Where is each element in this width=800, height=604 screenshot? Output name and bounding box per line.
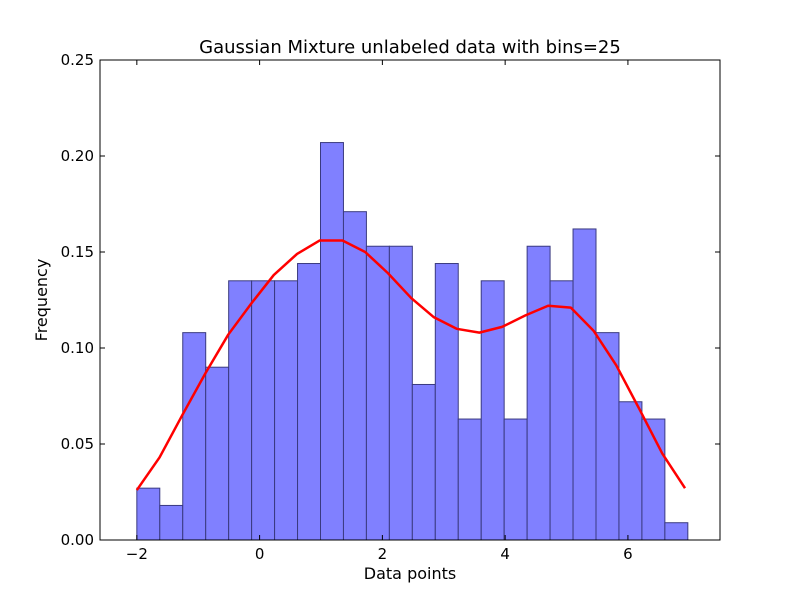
histogram-bar (572, 228, 597, 541)
histogram-bar (434, 263, 459, 541)
histogram-bar (297, 263, 321, 541)
histogram-bar (136, 487, 161, 541)
y-tick-label: 0.10 (61, 339, 94, 357)
histogram-bar (480, 280, 505, 541)
line-layer (135, 239, 687, 491)
x-tick-label: 4 (500, 545, 510, 563)
x-tick-label: 0 (255, 545, 265, 563)
histogram-bar (549, 280, 574, 541)
x-tick-label: 2 (378, 545, 388, 563)
y-tick-label: 0.25 (61, 51, 94, 69)
histogram-bar (457, 418, 482, 541)
chart-title: Gaussian Mixture unlabeled data with bin… (199, 37, 621, 58)
ticks-layer: −2 0 2 4 6 0.00 0.05 0.10 0.15 0.20 0.25 (61, 51, 720, 563)
histogram-bar (205, 366, 230, 541)
histogram-bar (251, 280, 276, 541)
x-tick-label: 6 (623, 545, 633, 563)
x-axis-label: Data points (364, 564, 456, 583)
y-tick-label: 0.05 (61, 435, 94, 453)
histogram-bar (182, 332, 207, 541)
y-axis-label: Frequency (32, 259, 51, 342)
bars-layer (136, 142, 689, 541)
histogram-bar (388, 245, 413, 541)
histogram-bar (618, 401, 643, 541)
plot-frame (99, 59, 721, 541)
y-tick-label: 0.15 (61, 243, 94, 261)
histogram-bar (664, 522, 689, 541)
x-tick-label: −2 (126, 545, 148, 563)
histogram-bar (319, 142, 344, 541)
histogram-bar (411, 383, 436, 541)
y-tick-label: 0.00 (61, 531, 94, 549)
histogram-bar (274, 280, 299, 541)
histogram-bar (159, 504, 184, 541)
histogram-bar (342, 211, 367, 541)
density-line (135, 239, 687, 491)
histogram-bar (526, 245, 551, 541)
y-tick-label: 0.20 (61, 147, 94, 165)
histogram-bar (365, 245, 390, 541)
histogram-bar (503, 418, 528, 541)
